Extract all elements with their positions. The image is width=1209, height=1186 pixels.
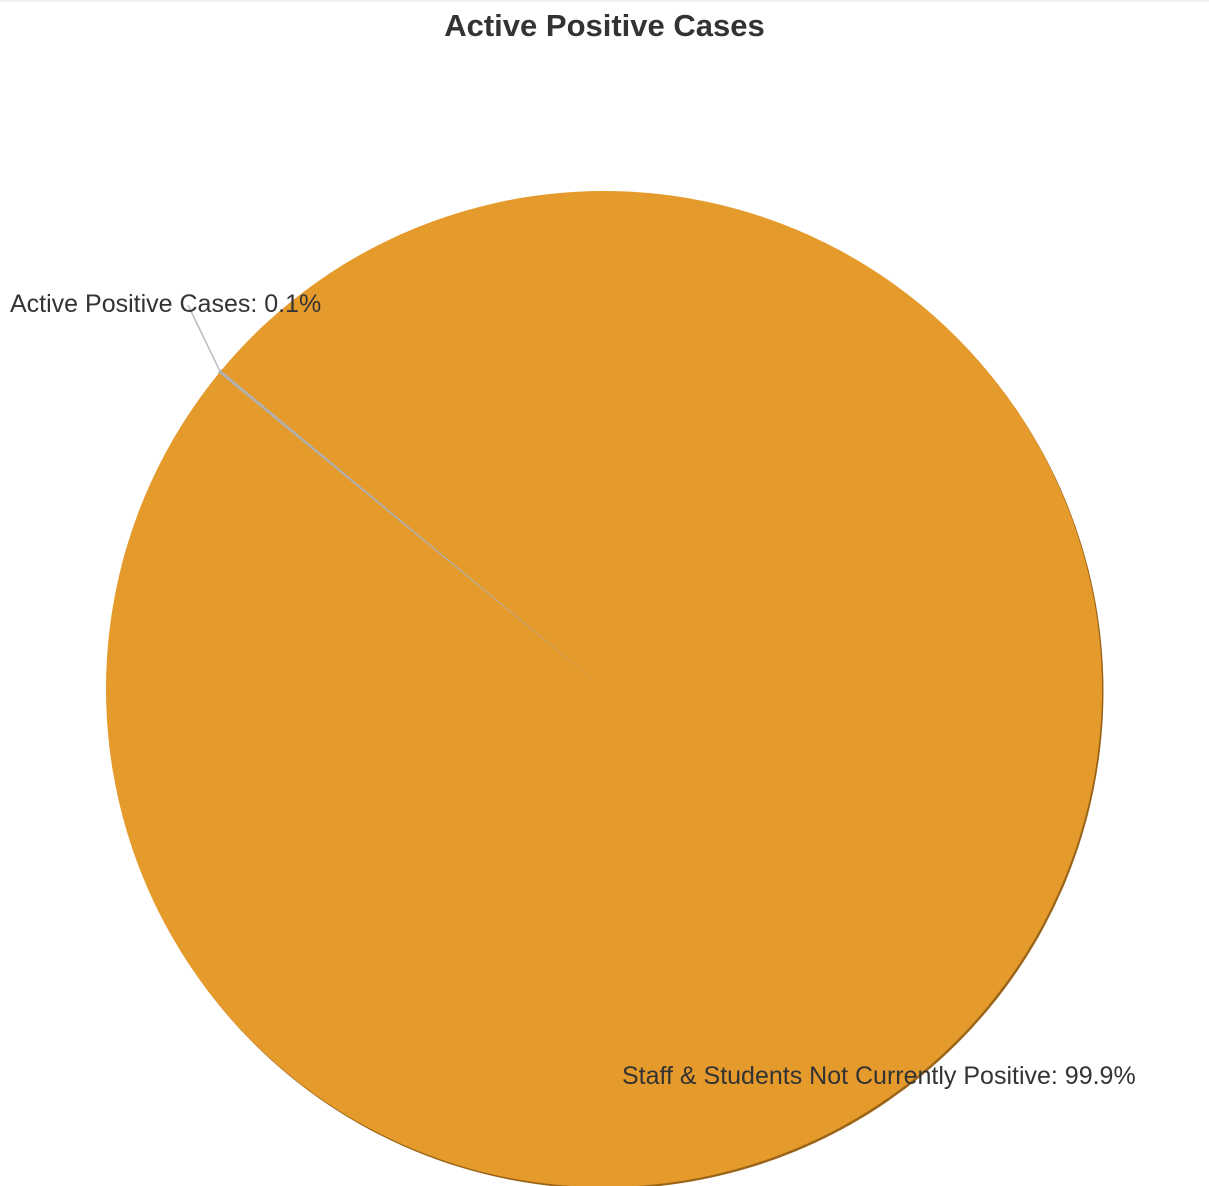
top-border-strip — [0, 0, 1209, 2]
pie-slice-2[interactable] — [106, 191, 1103, 1186]
labels-layer: Active Positive Cases: 0.1% Staff & Stude… — [10, 290, 1136, 1090]
slice-label-2: Staff & Students Not Currently Positive:… — [622, 1062, 1136, 1090]
slice-label-1: Active Positive Cases: 0.1% — [10, 290, 321, 318]
slices-layer — [106, 191, 1104, 1186]
chart-title: Active Positive Cases — [444, 8, 765, 43]
connectors-layer — [187, 304, 221, 373]
pie-slice-1[interactable] — [217, 369, 605, 690]
slice-connector-1 — [187, 304, 221, 373]
